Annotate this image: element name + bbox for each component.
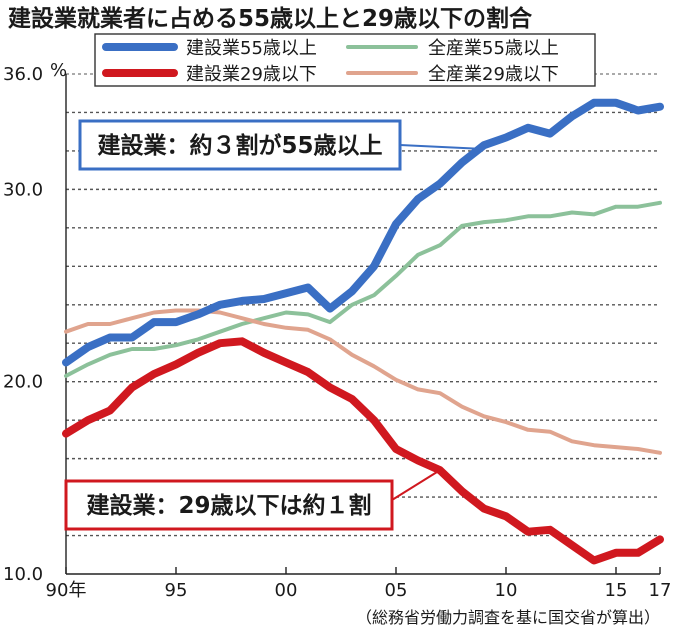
legend-label: 全産業29歳以下 bbox=[428, 64, 559, 85]
x-tick-label: 90年 bbox=[46, 580, 87, 601]
annotation-leader bbox=[399, 144, 485, 150]
series-line-3 bbox=[62, 337, 664, 565]
y-tick-label: 36.0 bbox=[3, 64, 43, 85]
y-tick-label: 10.0 bbox=[3, 564, 43, 585]
annotation-box bbox=[78, 119, 402, 171]
x-tick-label: 05 bbox=[385, 580, 408, 601]
x-tick-label: 17 bbox=[649, 580, 672, 601]
annotation-text: 建設業：29歳以下は約１割 bbox=[86, 492, 371, 519]
x-tick-label: 10 bbox=[495, 580, 518, 601]
annotation-box bbox=[64, 479, 394, 531]
series-line-2 bbox=[64, 200, 662, 378]
y-tick-label: 30.0 bbox=[3, 179, 43, 200]
annotation-leader bbox=[391, 469, 441, 501]
series-line-4 bbox=[64, 308, 662, 455]
y-tick-label: 20.0 bbox=[3, 372, 43, 393]
source-note: （総務省労働力調査を基に国交省が算出） bbox=[356, 608, 660, 627]
legend-label: 建設業29歳以下 bbox=[186, 64, 317, 85]
x-tick-label: 95 bbox=[165, 580, 188, 601]
y-axis-unit: % bbox=[50, 60, 67, 81]
series-lines bbox=[62, 98, 664, 565]
legend-label: 全産業55歳以上 bbox=[428, 38, 559, 59]
chart-title: 建設業就業者に占める55歳以上と29歳以下の割合 bbox=[8, 5, 533, 32]
series-line-1 bbox=[62, 98, 664, 367]
annotation-text: 建設業：約３割が55歳以上 bbox=[97, 132, 382, 159]
x-tick-label: 00 bbox=[275, 580, 298, 601]
legend-label: 建設業55歳以上 bbox=[186, 38, 317, 59]
legend-box bbox=[94, 33, 596, 87]
x-tick-label: 15 bbox=[605, 580, 628, 601]
